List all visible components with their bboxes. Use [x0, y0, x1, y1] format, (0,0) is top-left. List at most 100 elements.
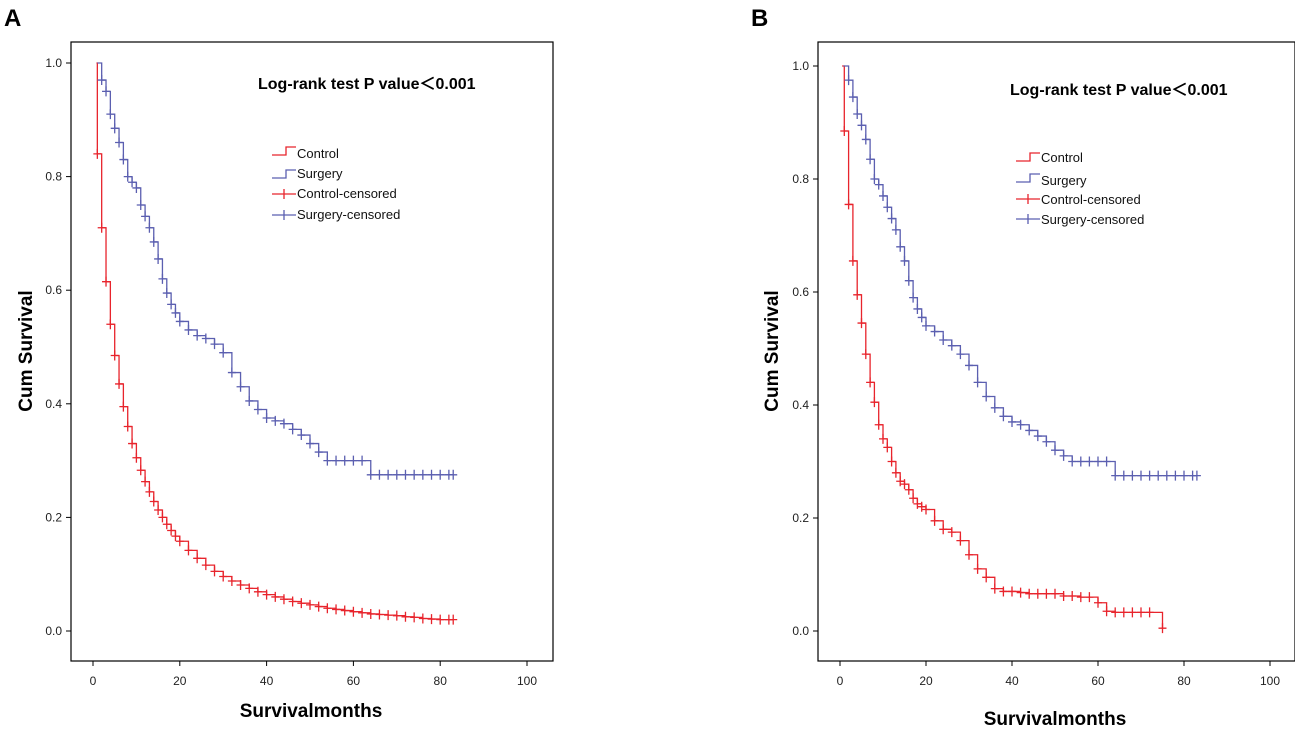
panel-b-surgery-censor-mark — [1102, 456, 1111, 467]
panel-b-y-tick-label: 0.6 — [792, 285, 809, 299]
panel-a-control-censor-mark — [149, 496, 158, 507]
panel-a-control-censor-mark — [145, 486, 154, 497]
panel-a-x-tick-label: 40 — [260, 674, 274, 688]
panel-b-y-tick-label: 1.0 — [792, 59, 809, 73]
panel-a-control-censor-mark — [167, 525, 176, 536]
panel-b-surgery-censor-mark — [883, 202, 892, 213]
panel-b-control-censor-mark — [947, 527, 956, 538]
panel-b-x-tick-label: 20 — [919, 674, 933, 688]
panel-b-surgery-censor-mark — [939, 335, 948, 346]
panel-a-control-censor-mark — [154, 505, 163, 516]
panel-a-surgery-censor-mark — [210, 339, 219, 350]
panel-a-legend-control-censored-swatch — [272, 189, 296, 199]
panel-a-control-censor-mark — [366, 608, 375, 619]
panel-b-ticks: 0 20 40 60 80 100 0.0 0.2 0.4 0.6 0.8 1.0 — [792, 59, 1280, 688]
panel-a-control-censor-mark — [392, 610, 401, 621]
panel-b-legend: Control Surgery Control-censored Surgery… — [1016, 150, 1144, 227]
panel-b-control-censor-mark — [973, 563, 982, 574]
panel-b-legend-surgery-censored-swatch — [1016, 214, 1040, 224]
panel-a-control-censor-mark — [358, 607, 367, 618]
panel-b-surgery-censor-mark — [909, 292, 918, 303]
panel-a-logrank-annotation: Log-rank test P value＜0.001 — [258, 76, 476, 93]
panel-a-control-censor-mark — [253, 586, 262, 597]
panel-b-surgery-censor-mark — [1154, 470, 1163, 481]
panel-a-control-censor-mark — [193, 553, 202, 564]
panel-a-surgery-censor-mark — [175, 316, 184, 327]
panel-b-control-censor-mark — [1051, 588, 1059, 599]
panel-a-control-censor-mark — [106, 319, 115, 330]
panel-a-control-censor-mark — [171, 531, 180, 542]
panel-a-control-censor-mark — [436, 614, 445, 625]
panel-a-legend-control: Control — [297, 146, 339, 161]
panel-b-control-censor-mark — [887, 456, 896, 467]
panel-b-control-censor-mark — [930, 515, 939, 526]
panel-b-surgery-censor-mark — [879, 190, 887, 201]
panel-b-control-censor-mark — [1094, 597, 1102, 608]
panel-b-letter: B — [751, 5, 768, 32]
panel-b-control-censor-mark — [1076, 592, 1085, 603]
panel-b-control-censor-mark — [1033, 588, 1042, 599]
panel-a-control-censor-mark — [297, 598, 306, 609]
panel-b-x-tick-label: 100 — [1260, 674, 1280, 688]
panel-a-control-censor-mark — [219, 571, 228, 582]
panel-a-surgery-censor-mark — [158, 273, 167, 284]
panel-b-control-censor-mark — [1119, 607, 1128, 618]
panel-b-control-curve — [842, 65, 1164, 629]
panel-b-legend-control: Control — [1041, 150, 1083, 165]
panel-b-control-censor-mark — [883, 442, 892, 453]
panel-a-surgery-censor-mark — [110, 123, 119, 134]
panel-a-legend-surgery: Surgery — [297, 166, 343, 181]
panel-b-control-censor-mark — [870, 397, 879, 408]
panel-b-surgery-censor-mark — [999, 411, 1008, 422]
panel-a-surgery-censor-mark — [245, 395, 254, 406]
panel-a-x-axis-title: Survivalmonths — [240, 701, 383, 722]
panel-a-control-censor-mark — [332, 604, 341, 615]
panel-b-x-tick-label: 40 — [1005, 674, 1019, 688]
panel-b-control-censor-mark — [1085, 592, 1094, 603]
panel-a-surgery-censor-mark — [392, 469, 401, 480]
panel-a-x-tick-label: 60 — [347, 674, 361, 688]
panel-a-surgery-curve — [97, 62, 454, 476]
panel-b-legend-surgery: Surgery — [1041, 173, 1087, 188]
panel-b-control-censor-mark — [900, 479, 909, 490]
panel-a-y-tick-label: 0.0 — [45, 624, 62, 638]
panel-a-control-censor-mark — [132, 452, 141, 463]
panel-a-surgery-censor-mark — [106, 109, 115, 120]
panel-a-control-censor-mark — [418, 613, 427, 624]
panel-a-control-censor-mark — [102, 276, 111, 287]
panel-a-surgery-censor-mark — [193, 330, 202, 341]
panel-b-y-tick-label: 0.4 — [792, 398, 809, 412]
panel-a-surgery-censor-mark — [262, 413, 271, 423]
panel-a-control-censor-mark — [201, 560, 210, 571]
panel-a-surgery-censor-mark — [167, 299, 176, 310]
panel-a-surgery-censor-mark — [418, 469, 427, 480]
panel-a-surgery-censor-mark — [384, 469, 393, 480]
panel-a-control-censor-mark — [227, 576, 236, 587]
panel-a-control-censor-mark — [427, 614, 436, 625]
panel-a-surgery-censor-mark — [314, 447, 323, 458]
panel-a-control-censor-mark — [141, 476, 150, 487]
panel-b-surgery-censor-mark — [990, 402, 999, 413]
panel-b-surgery-censor-mark — [900, 255, 909, 266]
panel-b-surgery-censor-mark — [870, 174, 879, 184]
panel-a-control-censor-mark — [271, 591, 280, 602]
panel-b-surgery-censor-mark — [1145, 470, 1154, 481]
panel-a-control-censor-mark — [115, 378, 124, 389]
panel-a-x-tick-label: 80 — [434, 674, 448, 688]
panel-a-control-censor-mark — [184, 545, 193, 556]
panel-a-control-censor-mark — [245, 583, 254, 594]
panel-a-surgery-censor-mark — [102, 86, 111, 97]
panel-a-surgery-censor-mark — [123, 171, 132, 182]
panel-b-x-tick-label: 60 — [1091, 674, 1105, 688]
panel-b-control-censor-mark — [1016, 587, 1025, 598]
panel-b-surgery-censor-mark — [853, 109, 862, 120]
panel-b-surgery-censor-mark — [1042, 436, 1051, 447]
panel-b-surgery-censor-mark — [982, 391, 991, 402]
panel-b-axes-frame — [817, 41, 1295, 662]
panel-a-surgery-censor-mark — [115, 137, 124, 148]
panel-a-control-censor-mark — [210, 566, 219, 577]
panel-b-control-censor-mark — [840, 125, 849, 136]
panel-a-letter: A — [4, 5, 21, 32]
panel-b-control-censor-mark — [939, 524, 948, 535]
